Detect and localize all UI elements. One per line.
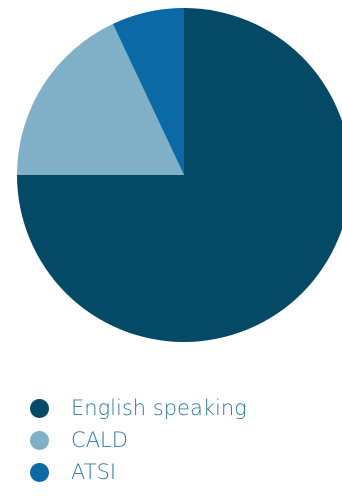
legend: English speaking CALD ATSI xyxy=(30,392,330,488)
legend-swatch-english-speaking xyxy=(30,398,49,418)
pie-slices xyxy=(17,8,342,342)
legend-label-english-speaking: English speaking xyxy=(71,396,247,420)
legend-item-cald: CALD xyxy=(30,424,330,456)
legend-label-cald: CALD xyxy=(71,428,128,452)
pie-chart xyxy=(17,8,342,342)
legend-item-english-speaking: English speaking xyxy=(30,392,330,424)
pie-slice-cald xyxy=(17,23,184,175)
legend-item-atsi: ATSI xyxy=(30,456,330,488)
legend-swatch-atsi xyxy=(30,462,49,482)
pie-slice-english-speaking xyxy=(17,8,342,342)
legend-swatch-cald xyxy=(30,430,49,450)
pie-slice-atsi xyxy=(112,8,184,175)
legend-label-atsi: ATSI xyxy=(71,460,117,484)
